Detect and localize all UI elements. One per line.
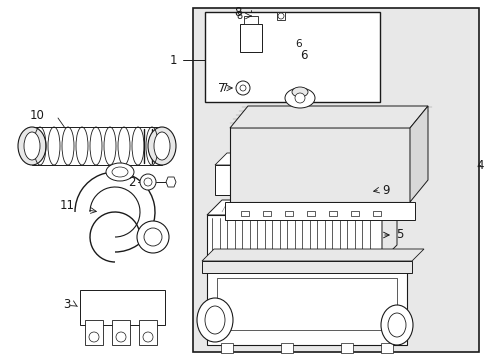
Polygon shape bbox=[229, 106, 427, 128]
Bar bbox=[221, 343, 232, 353]
Bar bbox=[193, 8, 478, 352]
Bar bbox=[139, 320, 157, 345]
Bar bbox=[263, 211, 270, 216]
Ellipse shape bbox=[387, 313, 405, 337]
Bar bbox=[350, 211, 358, 216]
Text: 8: 8 bbox=[236, 11, 242, 21]
Text: 7: 7 bbox=[221, 83, 227, 93]
Bar bbox=[112, 320, 130, 345]
Text: 4: 4 bbox=[475, 158, 483, 171]
Polygon shape bbox=[379, 153, 391, 195]
Circle shape bbox=[89, 332, 99, 342]
Ellipse shape bbox=[285, 88, 314, 108]
Ellipse shape bbox=[112, 167, 128, 177]
Text: 6: 6 bbox=[299, 49, 307, 62]
Text: 10: 10 bbox=[30, 108, 45, 122]
Text: 5: 5 bbox=[395, 229, 403, 242]
Polygon shape bbox=[206, 200, 396, 215]
Ellipse shape bbox=[291, 87, 307, 97]
Polygon shape bbox=[165, 177, 176, 187]
Circle shape bbox=[142, 332, 153, 342]
Text: 7: 7 bbox=[218, 81, 225, 95]
Text: 3: 3 bbox=[63, 298, 70, 311]
Bar bbox=[340, 343, 352, 353]
Ellipse shape bbox=[204, 306, 224, 334]
Circle shape bbox=[143, 228, 162, 246]
Bar bbox=[244, 16, 258, 24]
Bar bbox=[229, 127, 409, 202]
Ellipse shape bbox=[154, 132, 170, 160]
Circle shape bbox=[116, 332, 126, 342]
Circle shape bbox=[294, 93, 305, 103]
Bar bbox=[328, 211, 336, 216]
Circle shape bbox=[137, 221, 169, 253]
Text: 11: 11 bbox=[60, 198, 75, 212]
Ellipse shape bbox=[140, 174, 156, 190]
Bar bbox=[285, 211, 292, 216]
Polygon shape bbox=[381, 200, 396, 260]
Ellipse shape bbox=[197, 298, 232, 342]
Bar bbox=[372, 211, 380, 216]
Bar bbox=[215, 165, 379, 195]
Text: 6: 6 bbox=[294, 39, 301, 49]
Circle shape bbox=[236, 81, 249, 95]
Bar bbox=[203, 258, 384, 268]
Text: 9: 9 bbox=[381, 184, 389, 197]
Bar bbox=[306, 211, 314, 216]
Bar bbox=[240, 24, 262, 52]
Circle shape bbox=[278, 13, 284, 19]
Bar bbox=[276, 12, 285, 20]
Ellipse shape bbox=[24, 132, 40, 160]
Ellipse shape bbox=[143, 178, 152, 186]
Bar bbox=[206, 215, 381, 260]
Bar bbox=[241, 211, 248, 216]
Bar bbox=[202, 261, 411, 273]
Ellipse shape bbox=[148, 127, 176, 165]
Polygon shape bbox=[215, 153, 391, 165]
Polygon shape bbox=[409, 106, 427, 202]
Bar bbox=[380, 343, 392, 353]
Polygon shape bbox=[202, 249, 423, 261]
Bar bbox=[80, 290, 164, 325]
Text: 8: 8 bbox=[234, 5, 241, 18]
Text: 2: 2 bbox=[128, 176, 135, 189]
Bar bbox=[281, 343, 292, 353]
Bar bbox=[204, 12, 379, 102]
Bar bbox=[85, 320, 103, 345]
Bar bbox=[217, 278, 396, 330]
Bar bbox=[206, 265, 406, 345]
Ellipse shape bbox=[380, 305, 412, 345]
Circle shape bbox=[240, 85, 245, 91]
Text: 1: 1 bbox=[170, 54, 177, 67]
Ellipse shape bbox=[106, 163, 134, 181]
Bar bbox=[224, 202, 414, 220]
Ellipse shape bbox=[18, 127, 46, 165]
